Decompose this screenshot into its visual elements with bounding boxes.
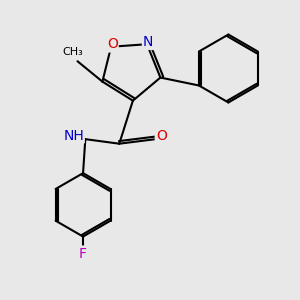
Text: O: O (107, 38, 118, 52)
Text: CH₃: CH₃ (63, 47, 83, 57)
Text: N: N (143, 35, 153, 49)
Text: O: O (156, 129, 167, 143)
Text: NH: NH (63, 129, 84, 143)
Text: F: F (79, 247, 87, 260)
